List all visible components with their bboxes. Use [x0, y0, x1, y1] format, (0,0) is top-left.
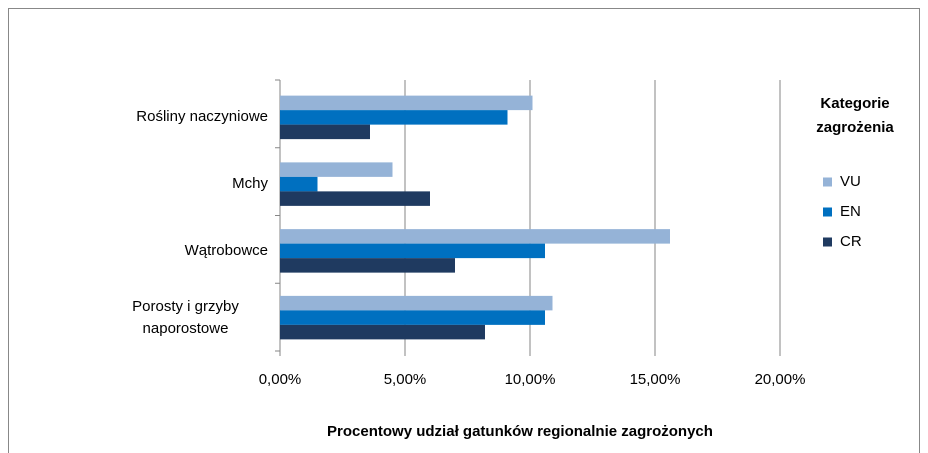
bar [280, 124, 370, 140]
legend-label: VU [840, 173, 861, 190]
legend-swatch [823, 237, 832, 247]
x-tick-label: 15,00% [630, 371, 681, 388]
legend-label: CR [840, 233, 862, 250]
bar [280, 95, 533, 111]
bar [280, 176, 318, 192]
legend-title: Kategorie zagrożenia [816, 95, 894, 136]
x-tick-label: 10,00% [505, 371, 556, 388]
bar [280, 310, 545, 325]
bar [280, 191, 430, 206]
x-tick-label: 20,00% [755, 371, 806, 388]
x-tick-label: 5,00% [384, 371, 427, 388]
bar [280, 295, 553, 311]
y-tick-label: Rośliny naczyniowe [136, 108, 268, 126]
legend-swatch [823, 177, 832, 187]
legend-label: EN [840, 203, 861, 220]
y-tick-label: Mchy [232, 175, 268, 193]
bar [280, 162, 393, 177]
legend-swatch [823, 207, 832, 217]
y-tick-label: Wątrobowce [184, 241, 268, 259]
bar [280, 243, 545, 259]
chart-border [8, 8, 920, 453]
y-tick-label: Porosty i grzyby naporostowe [132, 297, 239, 337]
x-axis-title: Procentowy udział gatunków regionalnie z… [327, 423, 713, 440]
bar [280, 258, 455, 273]
bar [280, 110, 508, 125]
bar [280, 324, 485, 340]
x-tick-label: 0,00% [259, 371, 302, 388]
bar [280, 229, 670, 244]
